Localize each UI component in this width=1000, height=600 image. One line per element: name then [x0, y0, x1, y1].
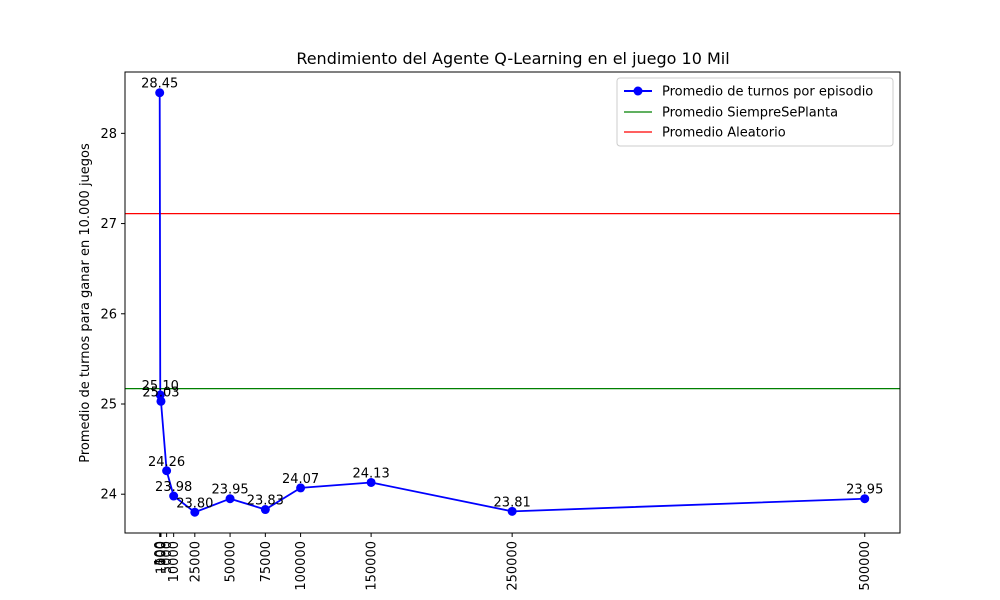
- data-point: [507, 506, 517, 516]
- legend-box: [616, 77, 894, 147]
- data-label: 24.26: [148, 455, 185, 470]
- x-tick-label: 1000: [154, 541, 169, 574]
- y-tick-label: 26: [100, 307, 117, 322]
- reference-lines: [125, 213, 900, 390]
- data-label: 23.95: [211, 483, 248, 498]
- data-point: [225, 494, 235, 504]
- legend-label-siempreseplanta: Promedio SiempreSePlanta: [662, 106, 838, 121]
- data-label: 23.80: [176, 496, 213, 511]
- y-tick-label: 24: [100, 488, 117, 503]
- x-tick-label: 150000: [365, 541, 380, 591]
- x-tick-label: 100000: [294, 541, 309, 591]
- data-point: [260, 505, 270, 515]
- x-tick-label: 500: [154, 541, 169, 566]
- legend-label-aleatorio: Promedio Aleatorio: [662, 126, 786, 141]
- x-tick-label: 100: [153, 541, 168, 566]
- legend-marker-series: [633, 86, 643, 96]
- data-labels: 28.4525.1025.0324.2623.9823.8023.9523.83…: [141, 77, 883, 512]
- x-tick-label: 10000: [167, 541, 182, 582]
- data-label: 28.45: [141, 77, 178, 92]
- data-point: [366, 477, 376, 487]
- data-points: [155, 88, 870, 517]
- data-point: [155, 88, 165, 98]
- data-label: 24.13: [353, 466, 390, 481]
- data-label: 24.07: [282, 472, 319, 487]
- data-label: 23.98: [155, 480, 192, 495]
- data-label: 23.81: [494, 495, 531, 510]
- data-label: 23.95: [846, 483, 883, 498]
- x-tick-label: 75000: [259, 541, 274, 582]
- legend: Promedio de turnos por episodio Promedio…: [616, 77, 894, 147]
- data-point: [860, 494, 870, 504]
- x-tick-label: 5000: [160, 541, 175, 574]
- x-tick-label: 25000: [188, 541, 203, 582]
- x-tick-label: 500000: [858, 541, 873, 591]
- data-point: [162, 466, 172, 476]
- data-label: 25.10: [142, 379, 179, 394]
- y-axis-ticks: 24 25 26 27 28: [100, 127, 125, 503]
- data-point: [296, 483, 306, 493]
- y-tick-label: 28: [100, 127, 117, 142]
- data-label: 23.83: [247, 494, 284, 509]
- chart-title: Rendimiento del Agente Q-Learning en el …: [296, 49, 729, 68]
- data-point: [169, 491, 179, 501]
- y-axis-label: Promedio de turnos para ganar en 10.000 …: [78, 143, 93, 463]
- y-tick-label: 25: [100, 397, 117, 412]
- legend-label-series: Promedio de turnos por episodio: [662, 85, 873, 100]
- x-tick-label: 50000: [224, 541, 239, 582]
- x-tick-label: 250000: [506, 541, 521, 591]
- y-tick-label: 27: [100, 217, 117, 232]
- data-label: 25.03: [142, 385, 179, 400]
- data-point: [156, 396, 166, 406]
- data-point: [190, 507, 200, 517]
